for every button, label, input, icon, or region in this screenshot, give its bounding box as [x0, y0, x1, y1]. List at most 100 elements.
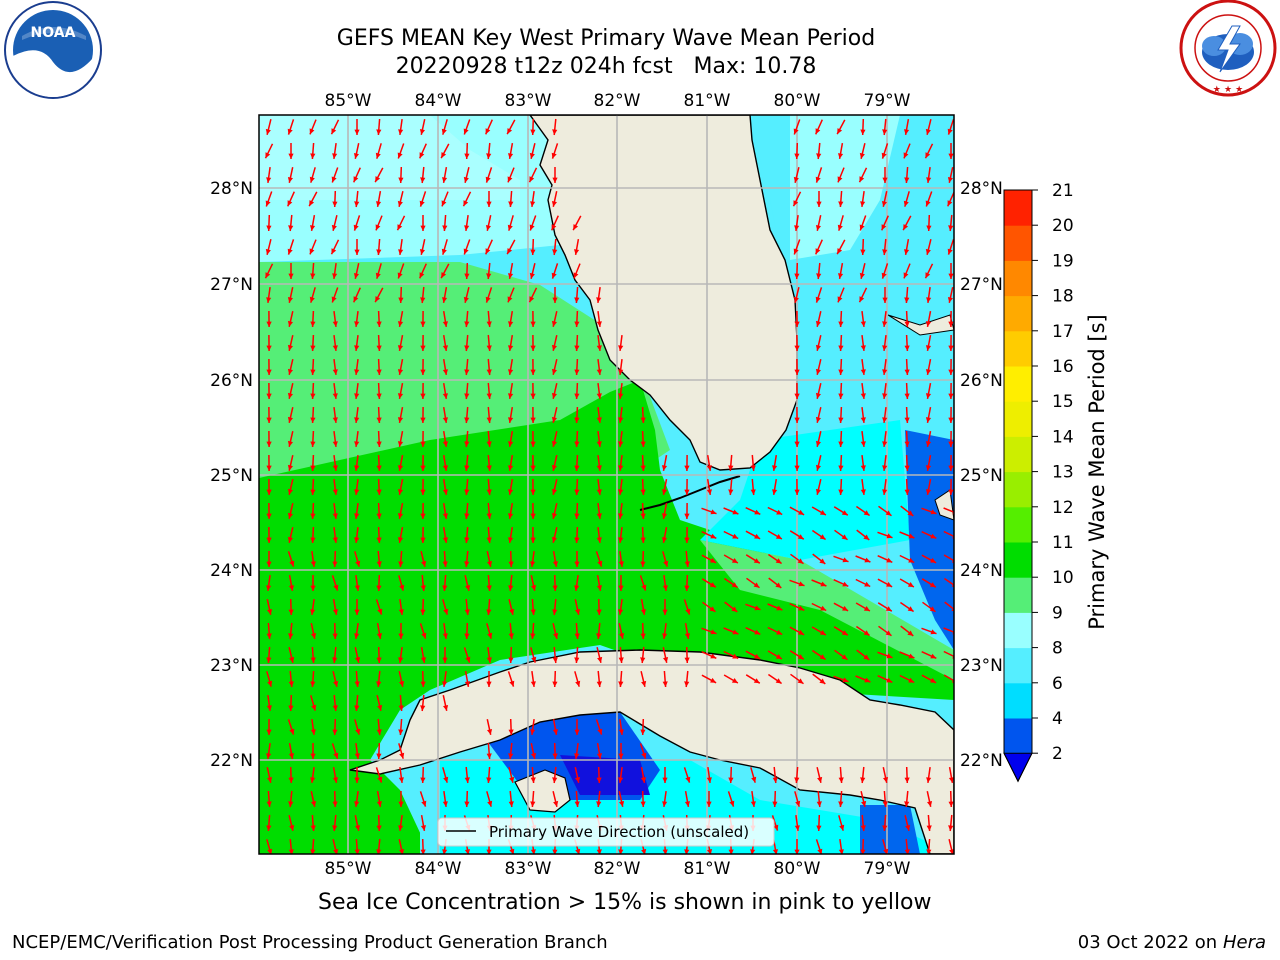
- wave-arrow-head: [882, 825, 888, 831]
- wave-arrow-head: [266, 369, 272, 375]
- wave-arrow-head: [377, 776, 383, 783]
- wave-arrow-head: [949, 848, 954, 854]
- colorbar-tick-label: 11: [1052, 533, 1074, 553]
- wave-arrow-head: [354, 753, 360, 759]
- wave-arrow-head: [420, 777, 426, 783]
- wave-arrow-head: [837, 248, 843, 255]
- wave-arrow-head: [420, 657, 426, 663]
- wave-arrow-head: [507, 248, 513, 255]
- wave-arrow-head: [485, 296, 491, 303]
- wave-arrow-head: [485, 128, 491, 135]
- wave-arrow-head: [331, 224, 337, 231]
- wave-arrow-head: [508, 729, 514, 735]
- wave-arrow-head: [908, 677, 915, 683]
- noaa-logo: NOAA: [4, 1, 102, 99]
- wave-arrow-head: [596, 369, 602, 375]
- wave-arrow-head: [640, 729, 646, 735]
- wave-arrow-head: [398, 729, 404, 735]
- wave-arrow-head: [333, 752, 339, 759]
- wave-arrow-head: [289, 656, 295, 663]
- nws-logo: ★ ★ ★: [1179, 0, 1277, 97]
- wave-arrow-head: [618, 369, 624, 375]
- wave-arrow-head: [333, 680, 339, 687]
- wave-arrow-head: [794, 225, 800, 231]
- wave-arrow-head: [731, 582, 738, 588]
- wave-arrow-head: [750, 489, 756, 495]
- wave-arrow-head: [420, 417, 426, 423]
- wave-arrow-head: [904, 489, 910, 495]
- wave-arrow-head: [618, 465, 624, 471]
- wave-arrow-head: [530, 489, 536, 495]
- wave-arrow-head: [354, 417, 360, 423]
- wave-arrow-head: [265, 200, 271, 207]
- wave-arrow-head: [266, 729, 272, 735]
- wave-arrow-head: [732, 653, 739, 659]
- wave-arrow-head: [333, 584, 339, 591]
- wave-arrow-head: [441, 248, 447, 255]
- wave-arrow-head: [332, 537, 338, 543]
- wave-arrow-head: [464, 849, 470, 854]
- lat-label-left: 24°N: [210, 561, 253, 581]
- wave-arrow-head: [775, 582, 782, 588]
- wave-arrow-head: [310, 417, 316, 423]
- wave-arrow-head: [442, 585, 448, 591]
- wave-arrow-head: [551, 512, 557, 519]
- wave-arrow-head: [618, 345, 624, 351]
- colorbar-label: Primary Wave Mean Period [s]: [1085, 314, 1109, 630]
- wave-arrow-head: [772, 489, 778, 495]
- wave-arrow-head: [551, 201, 557, 207]
- wave-arrow-head: [397, 489, 404, 495]
- colorbar-tick-label: 9: [1052, 603, 1063, 623]
- wave-arrow-head: [574, 369, 580, 375]
- wave-arrow-head: [706, 489, 712, 495]
- wave-arrow-head: [310, 153, 316, 159]
- wave-arrow-head: [508, 537, 514, 543]
- wave-arrow-head: [530, 729, 536, 735]
- wave-arrow-head: [442, 681, 448, 687]
- wave-arrow-head: [925, 441, 932, 447]
- wave-arrow-head: [886, 557, 893, 563]
- wave-arrow-head: [816, 201, 822, 207]
- wave-arrow-head: [397, 345, 404, 351]
- lon-label-bottom: 85°W: [325, 859, 372, 879]
- wave-arrow-head: [376, 801, 382, 807]
- lat-label-right: 27°N: [960, 275, 1003, 295]
- wave-arrow-head: [421, 632, 427, 639]
- colorbar-tick-label: 19: [1052, 251, 1074, 271]
- lon-label-bottom: 84°W: [415, 859, 462, 879]
- colorbar-segment: [1004, 577, 1032, 613]
- colorbar-segment: [1004, 401, 1032, 437]
- wave-arrow-head: [310, 849, 316, 854]
- wave-arrow-head: [815, 248, 821, 255]
- wave-arrow-head: [841, 510, 848, 516]
- wave-arrow-head: [929, 582, 936, 588]
- wave-arrow-head: [397, 321, 404, 327]
- wave-arrow-head: [948, 153, 954, 159]
- wave-arrow-head: [463, 128, 469, 135]
- wave-arrow-head: [376, 585, 382, 591]
- wave-arrow-head: [886, 677, 893, 683]
- wave-arrow-head: [684, 585, 690, 591]
- lat-label-right: 26°N: [960, 371, 1003, 391]
- wave-arrow-head: [266, 585, 272, 591]
- wave-arrow-head: [837, 224, 843, 231]
- wave-arrow-head: [375, 296, 381, 303]
- colorbar-tick-label: 17: [1052, 322, 1074, 342]
- wave-arrow-head: [839, 824, 845, 831]
- colorbar-segment: [1004, 542, 1032, 578]
- wave-arrow-head: [310, 225, 316, 231]
- wave-arrow-head: [574, 393, 580, 399]
- wave-arrow-head: [508, 273, 514, 279]
- wave-arrow-head: [311, 633, 317, 639]
- wave-arrow-head: [863, 654, 870, 660]
- wave-arrow-head: [486, 345, 492, 351]
- wave-arrow-head: [574, 513, 580, 519]
- wave-arrow-head: [574, 321, 580, 327]
- wave-arrow-head: [552, 657, 558, 663]
- wave-arrow-head: [287, 320, 293, 327]
- wave-arrow-head: [640, 777, 646, 783]
- wave-arrow-head: [551, 224, 557, 231]
- wave-arrow-head: [841, 630, 848, 636]
- wave-arrow-head: [486, 681, 492, 687]
- wave-arrow-head: [574, 633, 580, 639]
